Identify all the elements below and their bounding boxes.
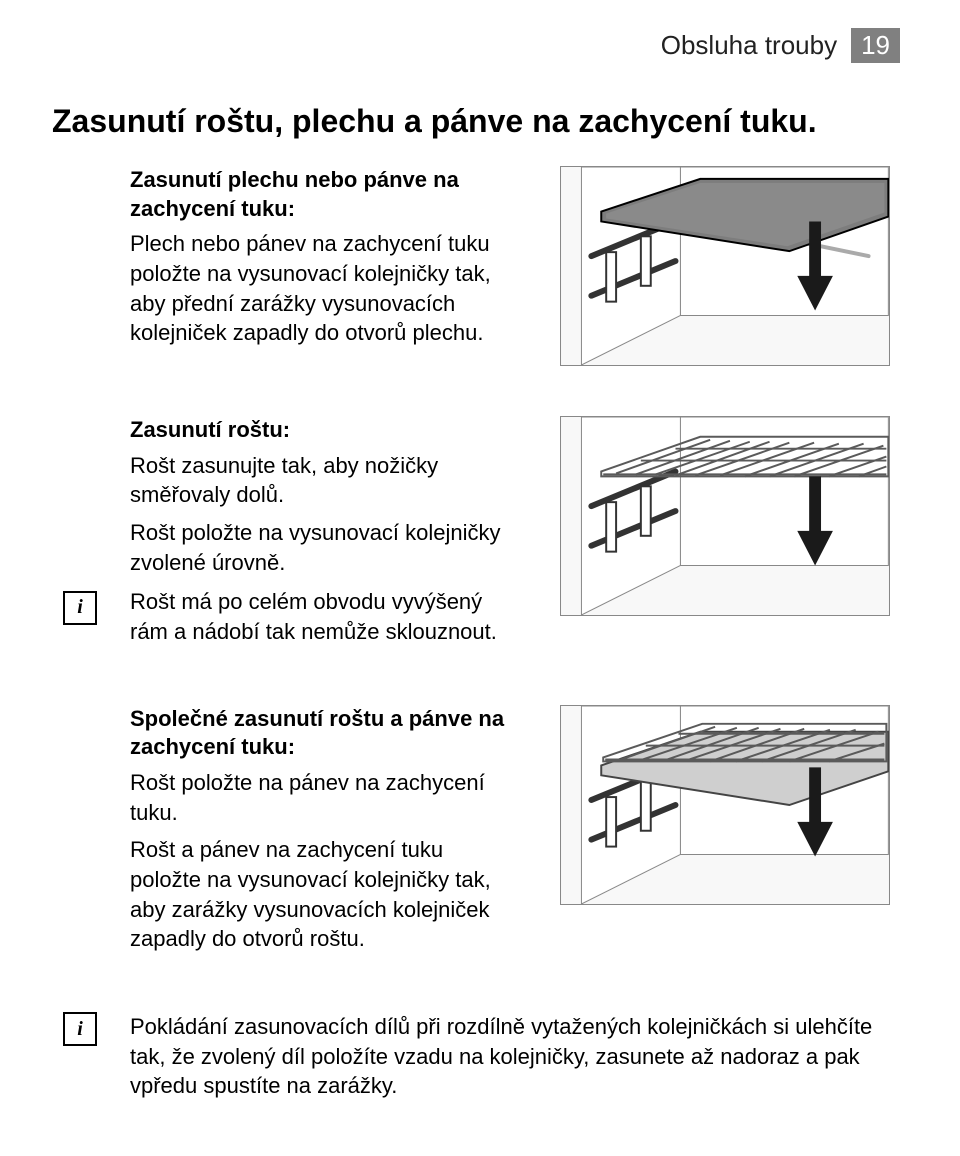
grid-insertion-illustration (560, 416, 890, 616)
figure-column (550, 416, 900, 616)
page-header: Obsluha trouby 19 (60, 28, 900, 63)
section3-body1: Rošt položte na pánev na zachycení tuku. (130, 768, 520, 827)
section-insert-tray: Zasunutí plechu nebo pánve na zachycení … (60, 166, 900, 366)
gutter: i (60, 416, 100, 655)
info-icon: i (63, 1012, 97, 1046)
combined-insertion-illustration (560, 705, 890, 905)
page-number-badge: 19 (851, 28, 900, 63)
section1-body: Plech nebo pánev na zachycení tuku polož… (130, 229, 520, 348)
figure-column (550, 166, 900, 366)
section-insert-combined: Společné zasunutí roštu a pánve na zachy… (60, 705, 900, 962)
footer-text: Pokládání zasunovacích dílů při rozdílně… (130, 1012, 900, 1101)
tray-insertion-illustration (560, 166, 890, 366)
section1-heading: Zasunutí plechu nebo pánve na zachycení … (130, 166, 520, 223)
section2-body1: Rošt zasunujte tak, aby nožičky směřoval… (130, 451, 520, 510)
text-column: Společné zasunutí roštu a pánve na zachy… (130, 705, 520, 962)
text-column: Zasunutí plechu nebo pánve na zachycení … (130, 166, 520, 356)
section3-heading: Společné zasunutí roštu a pánve na zachy… (130, 705, 520, 762)
info-icon: i (63, 591, 97, 625)
section2-body2: Rošt položte na vysunovací kolejničky zv… (130, 518, 520, 577)
gutter: i (60, 1012, 100, 1046)
section2-heading: Zasunutí roštu: (130, 416, 520, 445)
footer-note: i Pokládání zasunovacích dílů při rozdíl… (60, 1012, 900, 1101)
section-title: Obsluha trouby (661, 30, 837, 61)
section3-body2: Rošt a pánev na zachycení tuku položte n… (130, 835, 520, 954)
section-insert-grid: i Zasunutí roštu: Rošt zasunujte tak, ab… (60, 416, 900, 655)
page-title: Zasunutí roštu, plechu a pánve na zachyc… (52, 103, 900, 140)
figure-column (550, 705, 900, 905)
text-column: Zasunutí roštu: Rošt zasunujte tak, aby … (130, 416, 520, 655)
section2-note: Rošt má po celém obvodu vyvýšený rám a n… (130, 587, 520, 646)
